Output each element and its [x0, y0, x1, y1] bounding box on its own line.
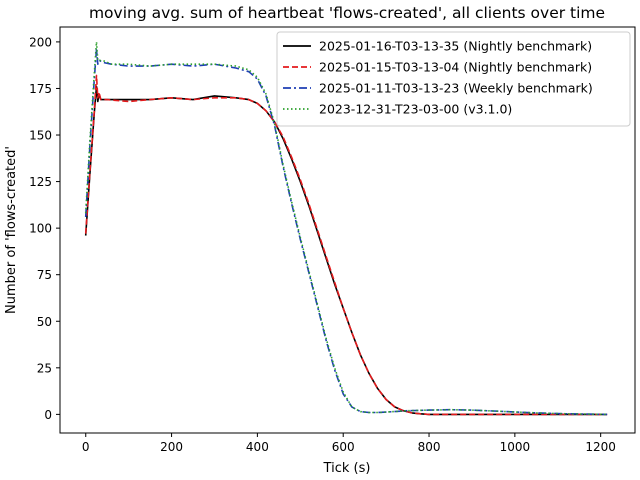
series-line-4: [84, 41, 608, 416]
legend-label-1: 2025-01-16-T03-13-35 (Nightly benchmark): [319, 39, 592, 54]
plot-frame: [59, 26, 636, 434]
y-tick-label: 125: [29, 175, 52, 189]
legend-label-4: 2023-12-31-T23-03-00 (v3.1.0): [319, 102, 512, 117]
x-tick-label: 0: [82, 440, 90, 454]
chart-title: moving avg. sum of heartbeat 'flows-crea…: [89, 4, 605, 22]
x-tick-label: 1000: [500, 440, 531, 454]
ticks-layer: 0 200 400 600 800 1000 1200 0 25 50 75 100 125 150 175…: [29, 35, 616, 454]
x-tick-label: 600: [332, 440, 355, 454]
x-tick-label: 800: [418, 440, 441, 454]
series-layer: [84, 41, 608, 416]
legend-box: [276, 31, 631, 127]
series-line-3: [84, 48, 608, 416]
y-tick-label: 25: [37, 361, 52, 375]
y-tick-label: 200: [29, 35, 52, 49]
series-line-2: [84, 74, 608, 416]
y-tick-label: 175: [29, 82, 52, 96]
y-tick-label: 0: [44, 408, 52, 422]
y-tick-label: 75: [37, 268, 52, 282]
legend-label-2: 2025-01-15-T03-13-04 (Nightly benchmark): [319, 60, 592, 75]
x-axis-label: Tick (s): [323, 461, 371, 476]
legend-label-3: 2025-01-11-T03-13-23 (Weekly benchmark): [319, 81, 593, 96]
y-tick-label: 50: [37, 315, 52, 329]
y-tick-label: 150: [29, 129, 52, 143]
x-tick-label: 200: [160, 440, 183, 454]
x-tick-label: 1200: [585, 440, 616, 454]
y-axis-label: Number of 'flows-created': [4, 146, 19, 314]
x-tick-label: 400: [246, 440, 269, 454]
legend: 2025-01-16-T03-13-35 (Nightly benchmark)…: [276, 31, 631, 127]
y-tick-label: 100: [29, 222, 52, 236]
